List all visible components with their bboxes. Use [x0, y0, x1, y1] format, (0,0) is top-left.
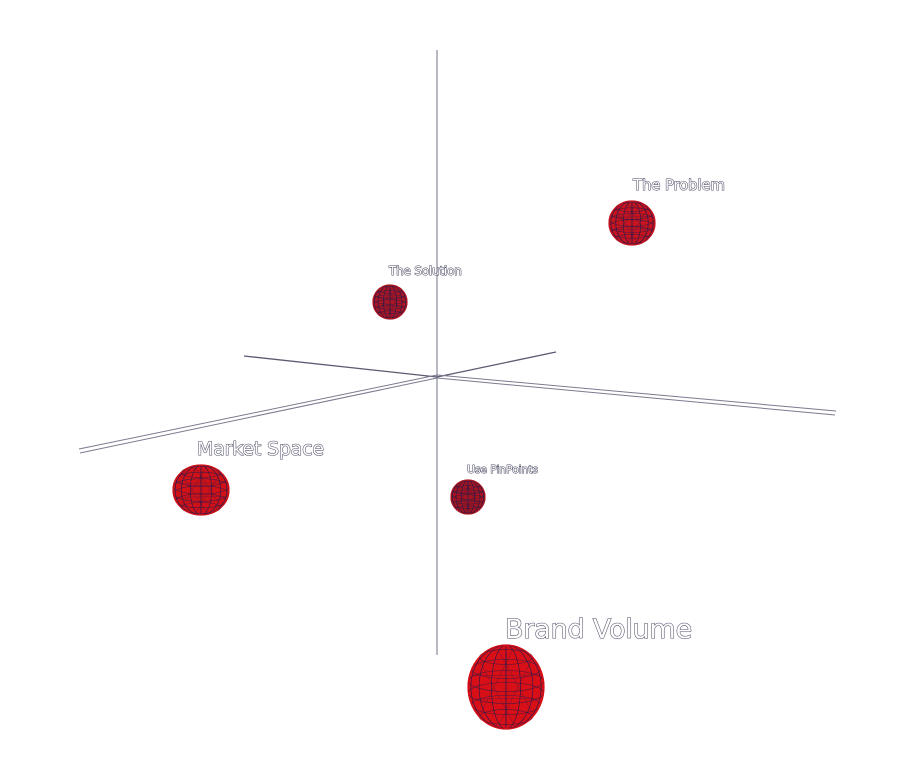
axes: [78, 50, 837, 655]
label-market-space: Market Space: [197, 438, 325, 461]
axis-back-left: [243, 355, 438, 378]
label-use-pinpoints: Use PinPoints: [467, 463, 539, 477]
label-brand-volume: Brand Volume: [505, 614, 693, 646]
axis-front-right: [436, 374, 837, 416]
sphere-market-space: [172, 464, 230, 516]
label-the-solution: The Solution: [389, 264, 463, 279]
sphere-use-pinpoints: [450, 479, 486, 515]
axis-front-left: [78, 374, 438, 454]
axis-back-right: [436, 351, 557, 378]
sphere-the-problem: [608, 200, 656, 246]
sphere-brand-volume: [467, 644, 545, 730]
spheres: [172, 200, 656, 730]
sphere-the-solution: [372, 284, 408, 320]
label-the-problem: The Problem: [633, 176, 726, 195]
